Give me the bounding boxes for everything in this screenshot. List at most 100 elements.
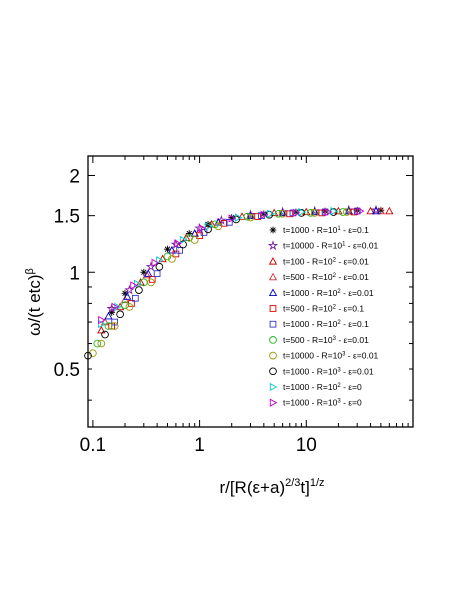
legend-marker xyxy=(269,398,278,407)
data-point xyxy=(145,261,157,272)
legend-label: t=10000 - R=101 - ε=0.01 xyxy=(283,241,379,251)
legend-label: t=1000 - R=101 - ε=0.1 xyxy=(283,225,369,235)
data-point xyxy=(98,319,106,329)
legend-marker xyxy=(269,226,277,234)
y-axis: 0.5 1 1.5 2 xyxy=(54,167,413,401)
data-point xyxy=(214,222,223,231)
data-point xyxy=(155,262,164,271)
data-point xyxy=(97,339,106,348)
data-point xyxy=(164,245,171,253)
legend-label: t=500 - R=103 - ε=0.01 xyxy=(283,335,369,345)
legend-label: t=1000 - R=102 - ε=0 xyxy=(283,382,362,392)
data-point xyxy=(136,278,145,286)
legend: t=1000 - R=101 - ε=0.1 t=10000 - R=101 - … xyxy=(267,225,379,408)
data-point xyxy=(235,213,243,222)
legend-marker xyxy=(269,367,277,376)
data-point xyxy=(292,208,301,218)
data-point xyxy=(84,351,92,360)
data-point xyxy=(185,233,194,242)
legend-marker xyxy=(269,336,277,344)
series xyxy=(97,206,394,334)
data-point xyxy=(89,349,97,358)
data-point xyxy=(270,208,279,217)
data-point xyxy=(274,209,283,218)
data-point xyxy=(297,209,306,217)
data-point xyxy=(306,209,315,217)
data-point xyxy=(153,270,161,277)
data-point xyxy=(104,322,113,330)
data-point xyxy=(371,206,381,215)
data-point xyxy=(125,303,134,311)
data-point xyxy=(267,209,275,218)
data-point xyxy=(123,292,132,300)
data-point xyxy=(329,208,338,216)
data-point xyxy=(204,225,212,234)
data-point xyxy=(158,254,167,263)
data-point xyxy=(101,330,109,339)
data-point xyxy=(130,281,138,290)
legend-label: t=10000 - R=103 - ε=0.01 xyxy=(283,351,379,361)
legend-label: t=1000 - R=102 - ε=0.01 xyxy=(283,288,374,298)
data-point xyxy=(93,339,102,348)
legend-marker xyxy=(268,288,278,296)
data-point xyxy=(174,239,182,248)
data-point xyxy=(98,315,106,325)
series xyxy=(84,208,338,360)
data-point xyxy=(254,213,261,220)
data-point xyxy=(144,269,153,277)
legend-label: t=100 - R=102 - ε=0.01 xyxy=(283,256,369,266)
series xyxy=(89,208,351,358)
x-axis-title: r/[R(ε+a)2/3t]1/z xyxy=(219,477,324,497)
legend-label: t=1000 - R=103 - ε=0.01 xyxy=(283,366,374,376)
x-axis: 0.1 1 10 xyxy=(80,156,414,456)
data-point xyxy=(376,206,386,215)
legend-marker xyxy=(268,257,278,265)
data-point xyxy=(111,302,119,312)
data-point xyxy=(330,206,338,216)
data-point xyxy=(343,208,351,216)
legend-marker xyxy=(269,351,277,360)
data-point xyxy=(147,278,155,287)
series xyxy=(104,206,381,320)
data-point xyxy=(246,213,255,222)
x-tick-label: 1 xyxy=(194,435,205,456)
data-point xyxy=(135,286,143,294)
data-point xyxy=(357,206,365,216)
data-point xyxy=(310,209,319,217)
legend-label: t=500 - R=102 - ε=0.1 xyxy=(283,304,364,314)
data-point xyxy=(298,207,306,217)
data-point xyxy=(111,318,119,326)
data-point xyxy=(156,256,164,265)
data-point xyxy=(124,284,135,295)
data-point xyxy=(151,258,160,267)
y-tick-label: 1.5 xyxy=(54,207,80,228)
data-point xyxy=(176,247,183,254)
data-points xyxy=(84,204,394,360)
data-point xyxy=(198,224,207,233)
data-point xyxy=(172,250,180,258)
y-tick-label: 1 xyxy=(69,263,80,284)
data-point xyxy=(338,208,347,216)
data-point xyxy=(116,310,124,319)
data-point xyxy=(207,219,216,228)
data-point xyxy=(168,255,176,263)
series xyxy=(93,208,347,348)
y-tick-label: 0.5 xyxy=(54,360,80,381)
data-point xyxy=(370,204,382,215)
data-point xyxy=(167,246,177,254)
data-point xyxy=(243,212,252,221)
data-point xyxy=(228,214,237,223)
legend-marker xyxy=(269,382,278,392)
data-point xyxy=(104,311,113,320)
data-point xyxy=(278,209,287,218)
legend-label: t=500 - R=102 - ε=0.01 xyxy=(283,272,369,282)
data-point xyxy=(179,235,188,245)
data-point xyxy=(278,208,287,217)
x-tick-label: 10 xyxy=(296,435,317,456)
legend-marker xyxy=(269,320,277,328)
data-point xyxy=(132,294,139,302)
data-point xyxy=(97,325,106,334)
series xyxy=(98,206,365,325)
data-point xyxy=(204,222,213,231)
